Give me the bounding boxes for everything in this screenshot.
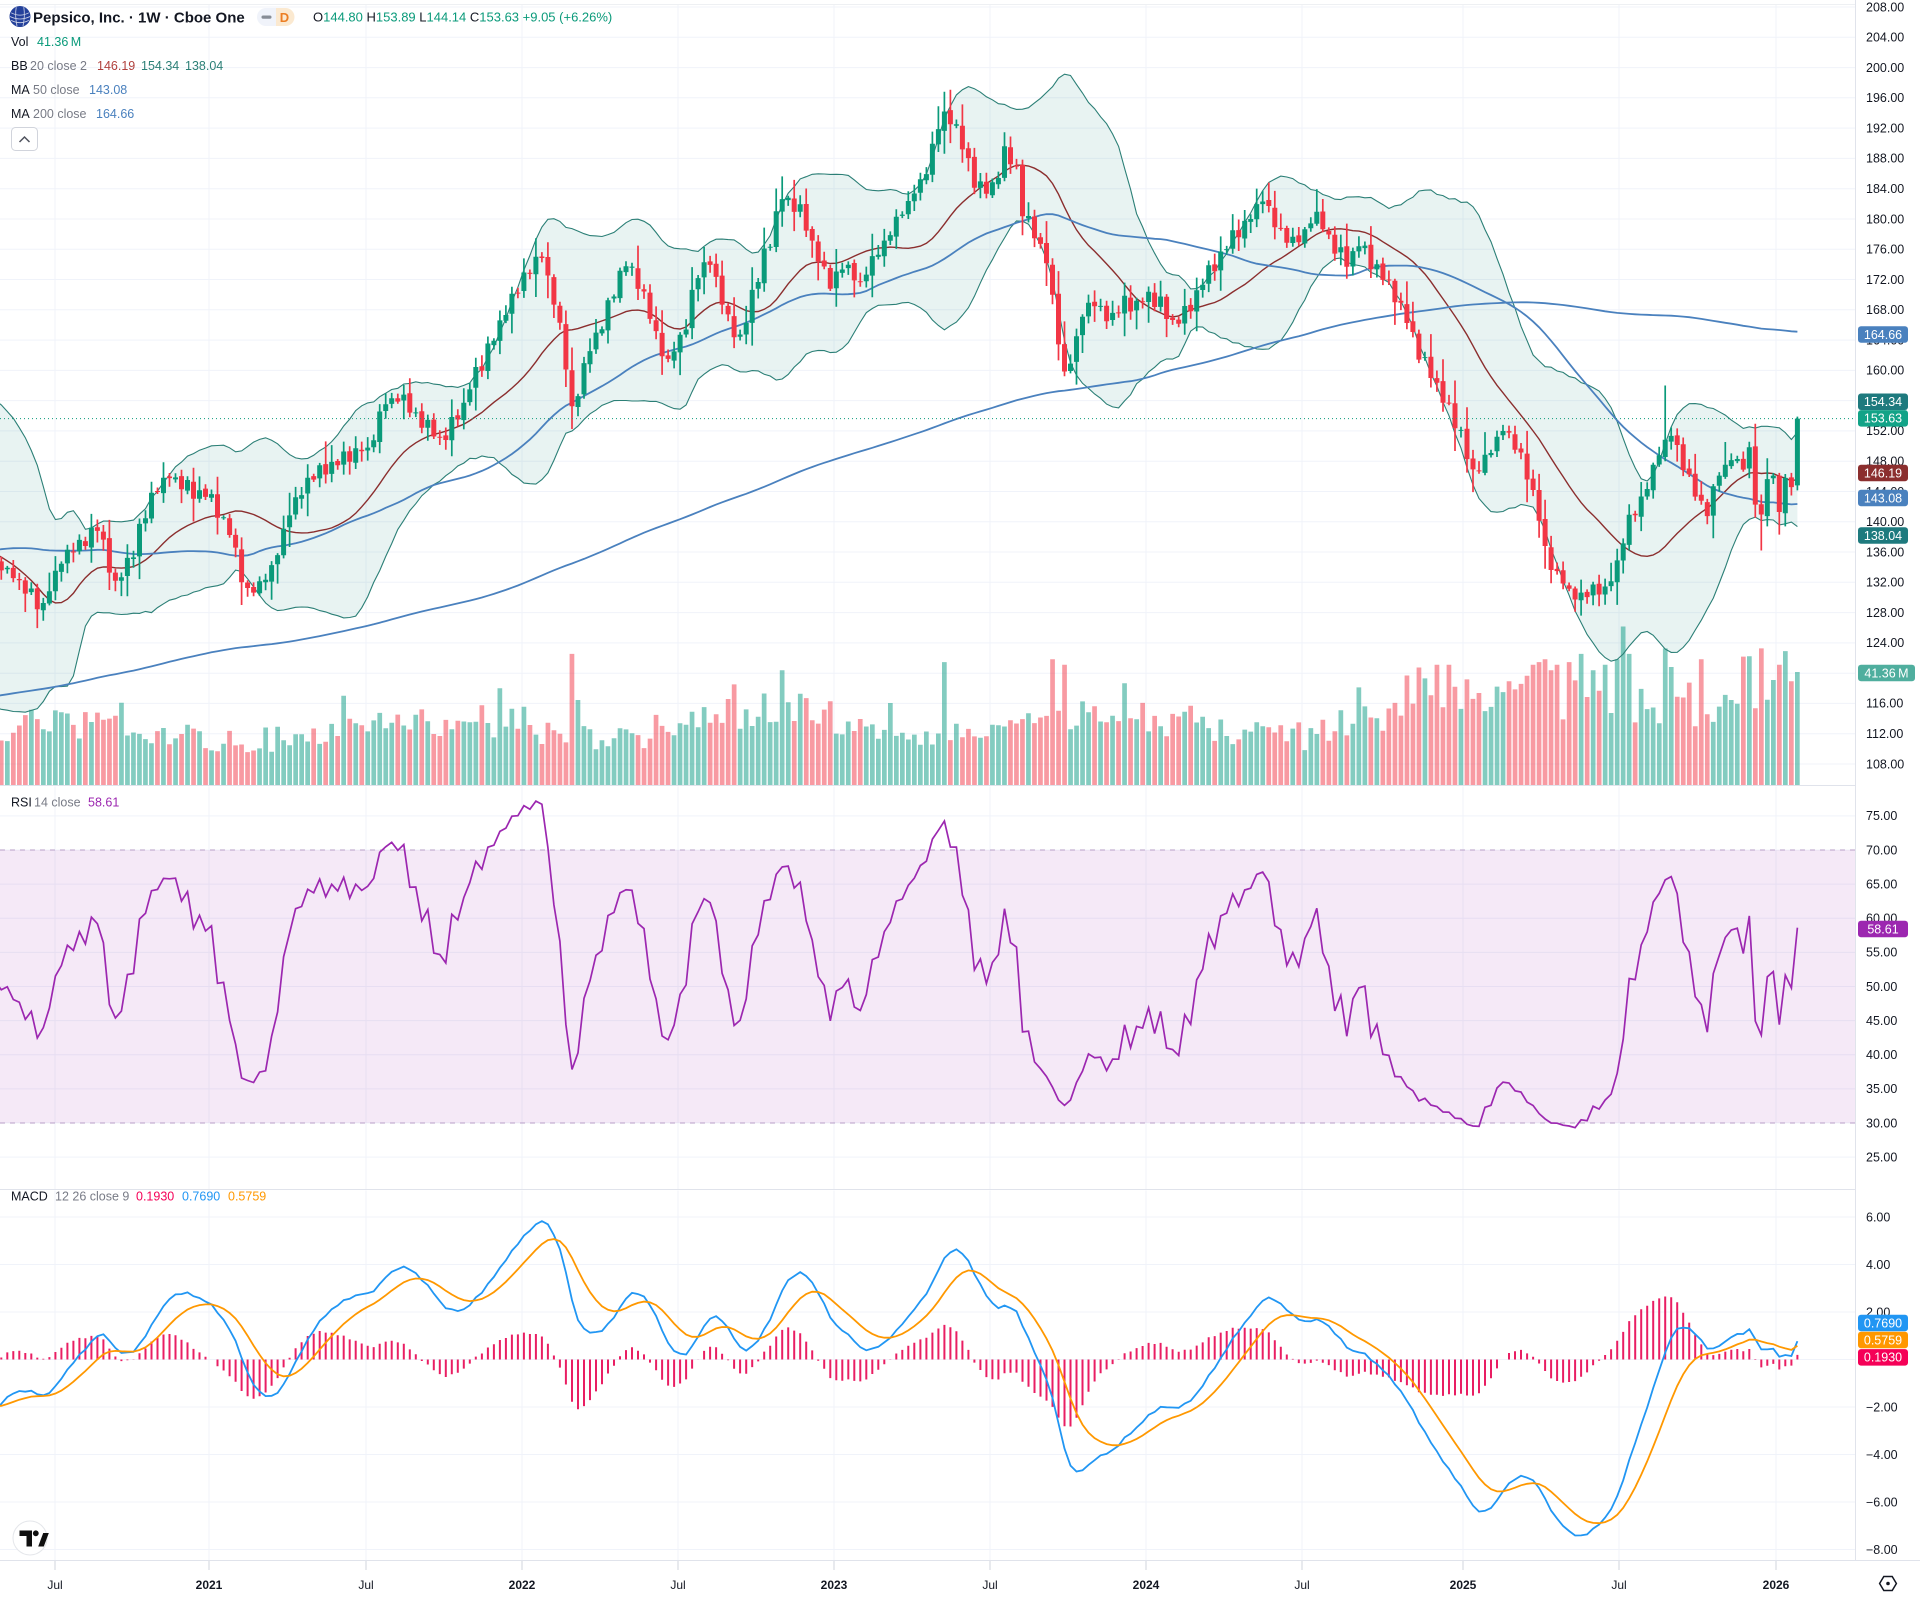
- svg-text:Pepsico, Inc. · 1W · Cboe One: Pepsico, Inc. · 1W · Cboe One: [33, 10, 245, 27]
- svg-text:184.00: 184.00: [1866, 182, 1904, 196]
- svg-text:50.00: 50.00: [1866, 980, 1897, 994]
- svg-text:6.00: 6.00: [1866, 1210, 1890, 1224]
- svg-text:−4.00: −4.00: [1866, 1448, 1898, 1462]
- svg-text:146.19: 146.19: [1864, 466, 1902, 480]
- svg-text:136.00: 136.00: [1866, 545, 1904, 559]
- svg-text:55.00: 55.00: [1866, 946, 1897, 960]
- svg-text:143.08: 143.08: [1864, 491, 1902, 505]
- svg-text:0.5759: 0.5759: [1864, 1333, 1902, 1347]
- svg-text:4.00: 4.00: [1866, 1258, 1890, 1272]
- svg-text:Jul: Jul: [1294, 1578, 1309, 1592]
- svg-text:Vol: Vol: [11, 35, 28, 49]
- svg-text:2026: 2026: [1763, 1578, 1790, 1592]
- svg-text:164.66: 164.66: [96, 107, 134, 121]
- svg-text:208.00: 208.00: [1866, 0, 1904, 14]
- svg-text:O144.80 H153.89 L144.14 C153.6: O144.80 H153.89 L144.14 C153.63 +9.05 (+…: [313, 10, 612, 25]
- svg-text:−8.00: −8.00: [1866, 1543, 1898, 1557]
- svg-text:160.00: 160.00: [1866, 364, 1904, 378]
- svg-text:41.36 M: 41.36 M: [37, 35, 81, 49]
- svg-text:138.04: 138.04: [185, 59, 223, 73]
- svg-text:0.7690: 0.7690: [1864, 1316, 1902, 1330]
- svg-text:180.00: 180.00: [1866, 212, 1904, 226]
- svg-text:41.36 M: 41.36 M: [1864, 666, 1908, 680]
- svg-text:2023: 2023: [821, 1578, 848, 1592]
- svg-text:Jul: Jul: [982, 1578, 997, 1592]
- svg-text:2025: 2025: [1450, 1578, 1477, 1592]
- svg-text:138.04: 138.04: [1864, 529, 1902, 543]
- svg-text:152.00: 152.00: [1866, 424, 1904, 438]
- svg-text:75.00: 75.00: [1866, 809, 1897, 823]
- svg-text:200 close: 200 close: [33, 107, 87, 121]
- svg-text:Jul: Jul: [1611, 1578, 1626, 1592]
- svg-text:25.00: 25.00: [1866, 1150, 1897, 1164]
- svg-text:0.1930: 0.1930: [136, 1189, 174, 1203]
- svg-text:108.00: 108.00: [1866, 757, 1904, 771]
- svg-text:124.00: 124.00: [1866, 636, 1904, 650]
- svg-text:0.7690: 0.7690: [182, 1189, 220, 1203]
- svg-text:−2.00: −2.00: [1866, 1400, 1898, 1414]
- svg-text:0.1930: 0.1930: [1864, 1351, 1902, 1365]
- svg-text:MA: MA: [11, 83, 30, 97]
- svg-text:154.34: 154.34: [1864, 395, 1902, 409]
- svg-text:132.00: 132.00: [1866, 576, 1904, 590]
- svg-text:58.61: 58.61: [88, 795, 119, 809]
- svg-text:2022: 2022: [509, 1578, 536, 1592]
- svg-text:D: D: [280, 10, 289, 25]
- svg-text:154.34: 154.34: [141, 59, 179, 73]
- svg-text:200.00: 200.00: [1866, 61, 1904, 75]
- svg-text:40.00: 40.00: [1866, 1048, 1897, 1062]
- svg-text:14 close: 14 close: [34, 795, 81, 809]
- svg-text:143.08: 143.08: [89, 83, 127, 97]
- svg-text:BB: BB: [11, 59, 28, 73]
- svg-text:112.00: 112.00: [1866, 727, 1903, 741]
- svg-text:MACD: MACD: [11, 1189, 48, 1203]
- svg-text:50 close: 50 close: [33, 83, 80, 97]
- svg-text:188.00: 188.00: [1866, 152, 1904, 166]
- svg-text:12 26 close 9: 12 26 close 9: [55, 1189, 129, 1203]
- svg-text:Jul: Jul: [670, 1578, 685, 1592]
- svg-text:2024: 2024: [1133, 1578, 1160, 1592]
- svg-text:116.00: 116.00: [1866, 697, 1903, 711]
- svg-text:45.00: 45.00: [1866, 1014, 1897, 1028]
- svg-text:−6.00: −6.00: [1866, 1495, 1898, 1509]
- svg-text:128.00: 128.00: [1866, 606, 1904, 620]
- svg-text:65.00: 65.00: [1866, 877, 1897, 891]
- svg-text:Jul: Jul: [47, 1578, 62, 1592]
- svg-text:153.63: 153.63: [1864, 412, 1902, 426]
- svg-text:RSI: RSI: [11, 795, 32, 809]
- svg-text:2021: 2021: [196, 1578, 223, 1592]
- svg-text:140.00: 140.00: [1866, 515, 1904, 529]
- svg-text:30.00: 30.00: [1866, 1116, 1897, 1130]
- svg-text:58.61: 58.61: [1867, 922, 1898, 936]
- svg-text:146.19: 146.19: [97, 59, 135, 73]
- svg-text:70.00: 70.00: [1866, 843, 1897, 857]
- svg-text:35.00: 35.00: [1866, 1082, 1897, 1096]
- svg-text:MA: MA: [11, 107, 30, 121]
- svg-text:164.66: 164.66: [1864, 328, 1902, 342]
- svg-text:176.00: 176.00: [1866, 243, 1904, 257]
- svg-text:196.00: 196.00: [1866, 91, 1904, 105]
- svg-text:168.00: 168.00: [1866, 303, 1904, 317]
- svg-text:204.00: 204.00: [1866, 31, 1904, 45]
- svg-text:0.5759: 0.5759: [228, 1189, 266, 1203]
- svg-text:Jul: Jul: [358, 1578, 373, 1592]
- svg-text:172.00: 172.00: [1866, 273, 1904, 287]
- svg-text:192.00: 192.00: [1866, 121, 1904, 135]
- svg-text:20 close 2: 20 close 2: [30, 59, 87, 73]
